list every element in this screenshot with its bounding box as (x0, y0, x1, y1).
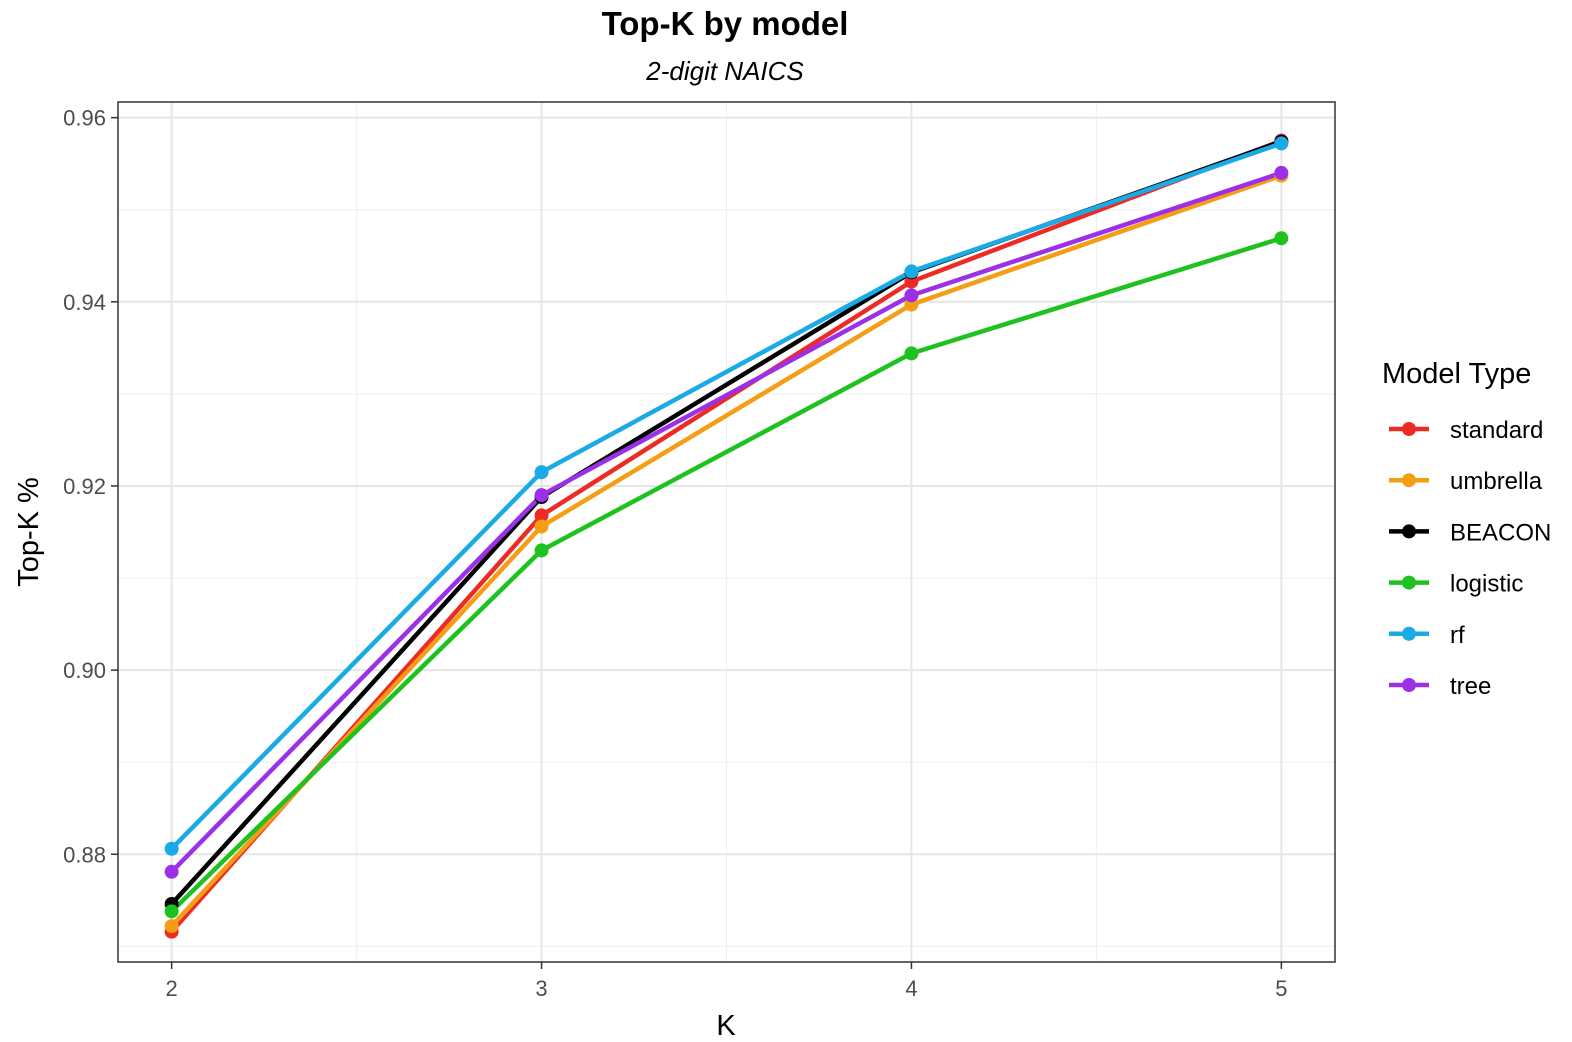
series-line-rf (169, 141, 1284, 851)
legend-label-logistic: logistic (1450, 571, 1523, 598)
y-tick-label: 0.90 (63, 658, 106, 683)
legend-label-standard: standard (1450, 417, 1543, 444)
legend-label-rf: rf (1450, 622, 1465, 649)
y-tick-label: 0.92 (63, 474, 106, 499)
x-tick-label: 2 (166, 976, 178, 1001)
point-rf (1274, 136, 1289, 151)
legend-title: Model Type (1382, 358, 1531, 390)
y-tick-label: 0.94 (63, 290, 106, 315)
series-layer (164, 133, 1289, 939)
legend-label-umbrella: umbrella (1450, 468, 1543, 495)
legend-label-BEACON: BEACON (1450, 519, 1551, 546)
legend-key-point-logistic (1402, 575, 1416, 590)
point-rf (904, 264, 919, 279)
x-axis: 2 3 4 5 (166, 962, 1287, 1001)
point-umbrella (164, 919, 179, 934)
point-tree (1274, 165, 1289, 180)
series-line-umbrella (169, 173, 1284, 929)
chart-title: Top-K by model (602, 5, 849, 42)
y-axis: 0.88 0.90 0.92 0.94 0.96 (63, 106, 118, 867)
point-rf (534, 465, 549, 480)
point-logistic (1274, 231, 1289, 246)
point-tree (904, 288, 919, 303)
point-logistic (164, 904, 179, 919)
point-umbrella (534, 519, 549, 534)
point-tree (534, 488, 549, 503)
legend-key-point-tree (1402, 678, 1416, 692)
grid-minor (118, 102, 1335, 962)
y-axis-label: Top-K % (13, 477, 45, 587)
legend-key-point-umbrella (1402, 473, 1416, 488)
point-tree (164, 864, 179, 879)
x-axis-label: K (716, 1010, 736, 1042)
x-tick-label: 4 (905, 976, 917, 1001)
legend: standard umbrella BEACON logistic rf tree (1389, 417, 1551, 700)
y-tick-label: 0.96 (63, 106, 106, 131)
point-rf (164, 841, 179, 856)
series-line-logistic (169, 236, 1284, 914)
legend-label-tree: tree (1450, 673, 1491, 700)
y-tick-label: 0.88 (63, 842, 106, 867)
chart-subtitle: 2-digit NAICS (645, 56, 804, 86)
x-tick-label: 5 (1275, 976, 1287, 1001)
legend-key-point-standard (1402, 422, 1416, 436)
legend-key-point-BEACON (1402, 524, 1416, 539)
point-standard (534, 508, 549, 523)
point-logistic (534, 543, 549, 558)
x-tick-label: 3 (535, 976, 547, 1001)
point-logistic (904, 346, 919, 361)
series-line-tree (169, 170, 1284, 875)
plot-border (117, 101, 1336, 963)
legend-key-point-rf (1402, 626, 1416, 641)
